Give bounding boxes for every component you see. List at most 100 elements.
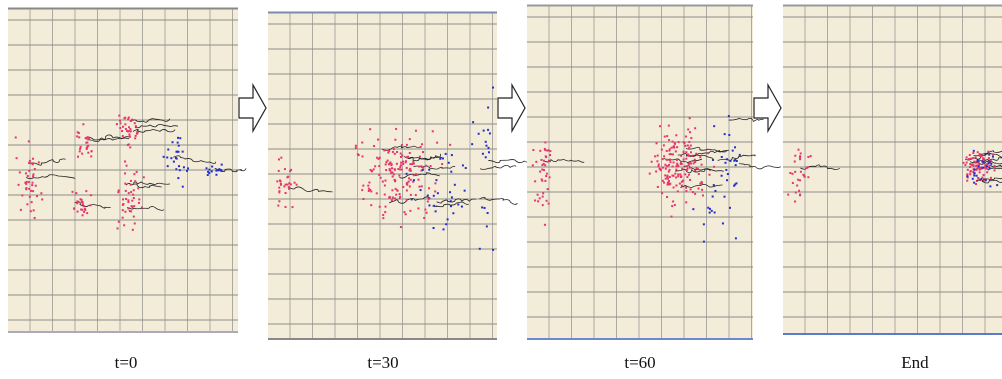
agent-dot xyxy=(685,187,687,189)
agent-dot xyxy=(683,158,685,160)
agent-dot xyxy=(35,185,37,187)
agent-dot xyxy=(396,151,398,153)
agent-dot xyxy=(397,168,399,170)
agent-dot xyxy=(423,217,425,219)
agent-dot xyxy=(672,153,674,155)
agent-dot xyxy=(657,186,659,188)
agent-dot xyxy=(674,204,676,206)
agent-dot xyxy=(410,194,412,196)
agent-dot xyxy=(675,184,677,186)
agent-dot xyxy=(968,158,970,160)
agent-dot xyxy=(400,164,402,166)
agent-dot xyxy=(994,169,996,171)
agent-dot xyxy=(117,191,119,193)
agent-dot xyxy=(130,180,132,182)
agent-dot xyxy=(963,162,965,164)
agent-dot xyxy=(32,158,34,160)
agent-dot xyxy=(487,107,489,109)
agent-dot xyxy=(679,183,681,185)
snapshot-panel xyxy=(268,12,529,340)
agent-dot xyxy=(798,190,800,192)
agent-dot xyxy=(799,155,801,157)
agent-dot xyxy=(656,142,658,144)
agent-dot xyxy=(385,169,387,171)
agent-dot xyxy=(411,198,413,200)
agent-dot xyxy=(487,147,489,149)
agent-dot xyxy=(977,167,979,169)
agent-dot xyxy=(711,210,713,212)
agent-dot xyxy=(696,167,698,169)
agent-dot xyxy=(29,196,31,198)
agent-dot xyxy=(669,161,671,163)
agent-dot xyxy=(406,199,408,201)
agent-dot xyxy=(26,203,28,205)
agent-dot xyxy=(478,133,480,135)
agent-dot xyxy=(450,205,452,207)
agent-dot xyxy=(280,157,282,159)
agent-dot xyxy=(284,168,286,170)
agent-dot xyxy=(143,176,145,178)
agent-dot xyxy=(972,152,974,154)
agent-dot xyxy=(728,115,730,117)
agent-dot xyxy=(81,153,83,155)
agent-dot xyxy=(391,189,393,191)
agent-dot xyxy=(807,166,809,168)
agent-dot xyxy=(405,161,407,163)
agent-dot xyxy=(362,155,364,157)
agent-dot xyxy=(280,184,282,186)
agent-dot xyxy=(122,135,124,137)
agent-dot xyxy=(988,157,990,159)
agent-dot xyxy=(987,151,989,153)
agent-dot xyxy=(964,164,966,166)
agent-dot xyxy=(427,201,429,203)
agent-dot xyxy=(383,149,385,151)
agent-dot xyxy=(126,165,128,167)
agent-dot xyxy=(452,212,454,214)
agent-dot xyxy=(977,177,979,179)
agent-dot xyxy=(384,211,386,213)
agent-dot xyxy=(85,190,87,192)
agent-dot xyxy=(666,196,668,198)
agent-dot xyxy=(138,198,140,200)
agent-dot xyxy=(370,190,372,192)
agent-dot xyxy=(977,151,979,153)
agent-dot xyxy=(395,194,397,196)
agent-dot xyxy=(77,201,79,203)
agent-dot xyxy=(406,183,408,185)
agent-dot xyxy=(708,174,710,176)
agent-dot xyxy=(176,151,178,153)
agent-dot xyxy=(800,171,802,173)
caption: End xyxy=(901,353,929,372)
agent-dot xyxy=(702,194,704,196)
agent-dot xyxy=(433,205,435,207)
agent-dot xyxy=(357,153,359,155)
agent-dot xyxy=(657,155,659,157)
agent-dot xyxy=(532,164,534,166)
agent-dot xyxy=(119,122,121,124)
agent-dot xyxy=(167,165,169,167)
agent-dot xyxy=(668,150,670,152)
agent-dot xyxy=(542,204,544,206)
agent-dot xyxy=(694,127,696,129)
agent-dot xyxy=(28,181,30,183)
agent-dot xyxy=(668,164,670,166)
agent-dot xyxy=(163,156,165,158)
agent-dot xyxy=(75,192,77,194)
agent-dot xyxy=(736,160,738,162)
agent-dot xyxy=(724,133,726,135)
agent-dot xyxy=(547,188,549,190)
agent-dot xyxy=(544,164,546,166)
agent-dot xyxy=(278,187,280,189)
agent-dot xyxy=(681,163,683,165)
agent-dot xyxy=(973,172,975,174)
agent-dot xyxy=(141,206,143,208)
agent-dot xyxy=(680,155,682,157)
agent-dot xyxy=(179,169,181,171)
agent-dot xyxy=(437,192,439,194)
agent-dot xyxy=(448,162,450,164)
agent-dot xyxy=(432,130,434,132)
agent-dot xyxy=(128,126,130,128)
agent-dot xyxy=(685,136,687,138)
agent-dot xyxy=(665,168,667,170)
agent-dot xyxy=(72,191,74,193)
